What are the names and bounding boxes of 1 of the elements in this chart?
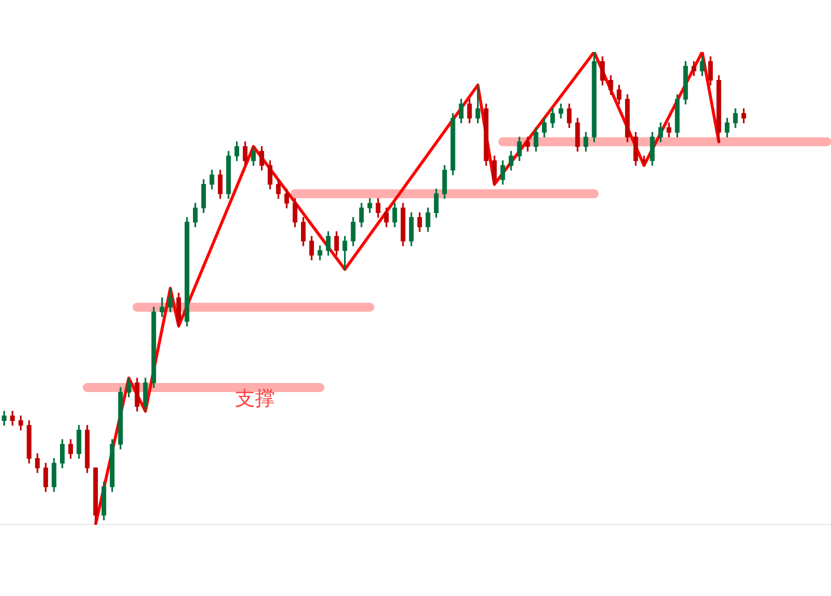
annotation: 支撑 <box>235 386 275 410</box>
